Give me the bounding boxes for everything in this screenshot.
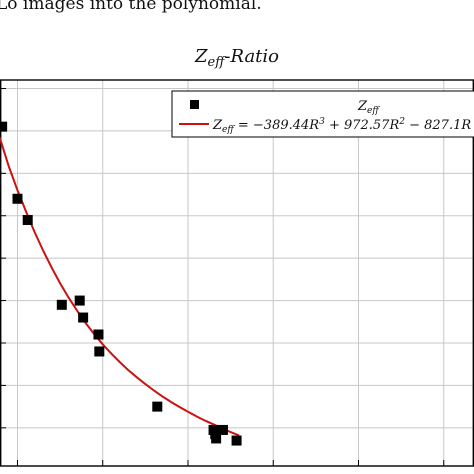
data-points-layer (0, 121, 242, 446)
legend-fit-superscript-2: 2 (398, 117, 405, 127)
data-point-0 (0, 121, 8, 132)
data-point-2 (22, 214, 33, 225)
legend-fit-equation-b: + 972.57R (325, 118, 400, 133)
figure-caption-fragment: Lo images into the polynomial. (0, 0, 262, 14)
data-point-8 (152, 401, 163, 412)
legend-fit-base: Z (212, 118, 223, 133)
chart-title: Zeff-Ratio (194, 46, 279, 70)
chart-title-base: Z (194, 46, 208, 67)
legend-label-points: Zeff (357, 99, 380, 116)
legend-fit-equation-c: − 827.1R (405, 118, 471, 133)
legend-points-base: Z (357, 99, 368, 114)
chart-title-suffix: -Ratio (224, 46, 279, 67)
data-point-7 (94, 346, 105, 357)
data-point-13 (231, 435, 242, 446)
plot-frame (0, 79, 474, 467)
data-point-3 (56, 299, 67, 310)
legend-marker-points (190, 100, 199, 109)
legend-box (171, 90, 474, 138)
data-point-1 (12, 193, 23, 204)
data-point-6 (93, 329, 104, 340)
legend-fit-subscript: eff (222, 125, 235, 135)
data-point-4 (74, 295, 85, 306)
fit-curve (0, 136, 240, 437)
fit-curve-layer (0, 136, 240, 437)
data-point-11 (211, 433, 222, 444)
data-point-5 (78, 312, 89, 323)
legend-label-fit: Zeff = −389.44R3 + 972.57R2 − 827.1R (212, 117, 471, 135)
legend-points-subscript: eff (367, 106, 380, 116)
chart-title-subscript: eff (208, 55, 228, 70)
data-point-12 (217, 424, 228, 435)
legend-fit-equation-a: = −389.44R (234, 118, 320, 133)
legend-fit-superscript-3: 3 (319, 117, 325, 127)
plot-grid (0, 80, 474, 466)
